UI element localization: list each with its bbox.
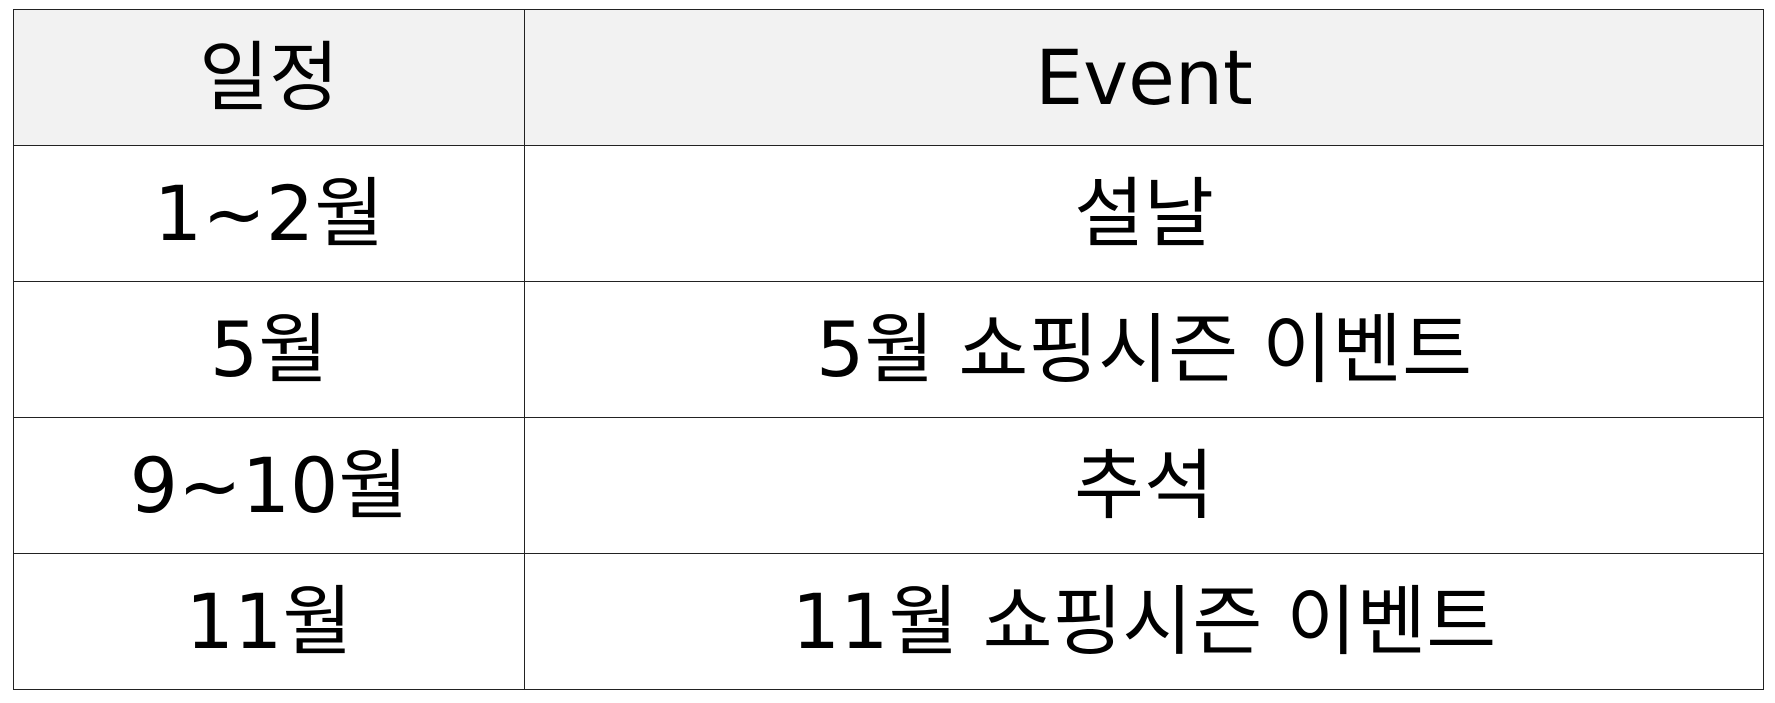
table-row: 5월 5월 쇼핑시즌 이벤트 bbox=[13, 281, 1764, 418]
table-row: 9~10월 추석 bbox=[13, 417, 1764, 554]
event-cell: 설날 bbox=[524, 145, 1764, 282]
header-event: Event bbox=[524, 9, 1764, 146]
schedule-cell: 9~10월 bbox=[13, 417, 525, 554]
event-cell: 추석 bbox=[524, 417, 1764, 554]
schedule-cell: 5월 bbox=[13, 281, 525, 418]
table-row: 11월 11월 쇼핑시즌 이벤트 bbox=[13, 553, 1764, 690]
schedule-table: 일정 Event 1~2월 설날 5월 5월 쇼핑시즌 이벤트 9~10월 추석… bbox=[13, 9, 1764, 690]
table-row: 1~2월 설날 bbox=[13, 145, 1764, 282]
schedule-cell: 11월 bbox=[13, 553, 525, 690]
event-cell: 5월 쇼핑시즌 이벤트 bbox=[524, 281, 1764, 418]
header-schedule: 일정 bbox=[13, 9, 525, 146]
event-cell: 11월 쇼핑시즌 이벤트 bbox=[524, 553, 1764, 690]
schedule-cell: 1~2월 bbox=[13, 145, 525, 282]
table-header-row: 일정 Event bbox=[13, 9, 1764, 146]
